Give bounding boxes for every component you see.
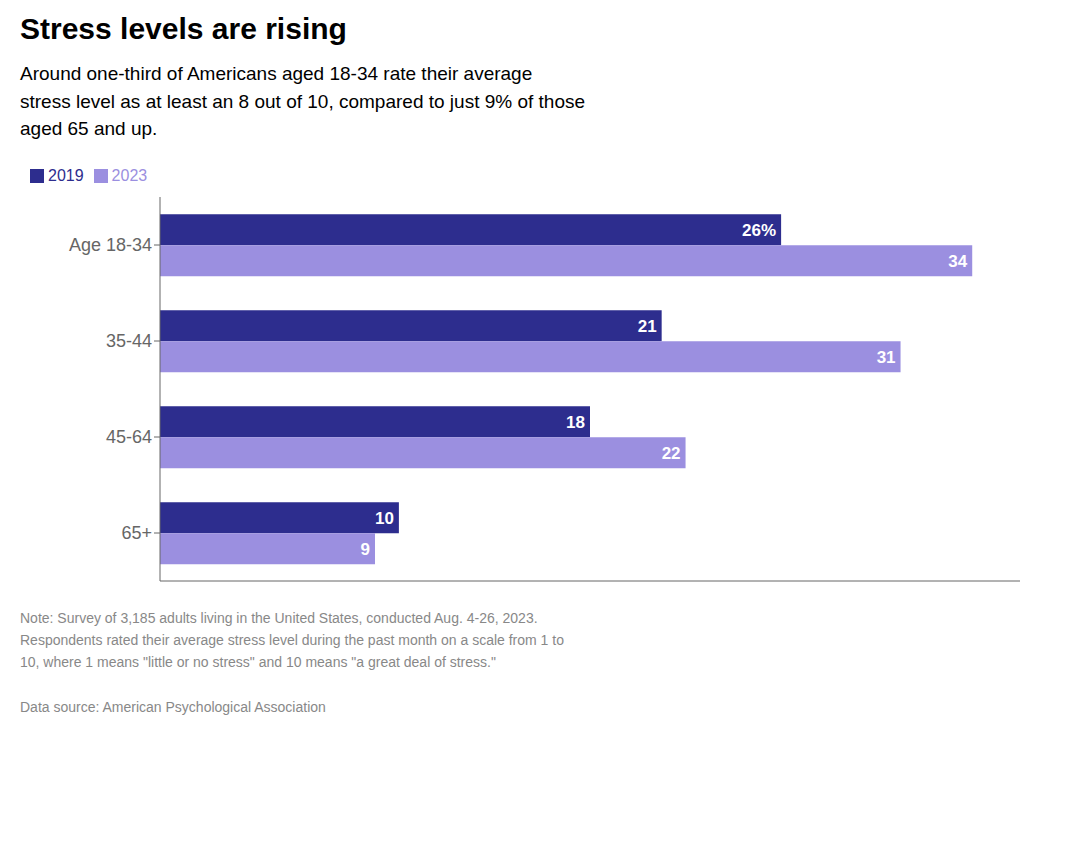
svg-text:34: 34 (948, 251, 967, 270)
html-text:2019: 2019 (48, 166, 84, 184)
html-text:Note: Survey of 3,185 adults l: Note: Survey of 3,185 adults living in t… (20, 609, 564, 716)
svg-text:21: 21 (638, 316, 657, 335)
svg-text:35-44: 35-44 (106, 331, 152, 351)
svg-text:22: 22 (662, 443, 681, 462)
html-text:Around one-third of Americans: Around one-third of Americans aged 18-34… (20, 63, 585, 140)
svg-text:Age 18-34: Age 18-34 (69, 235, 152, 255)
svg-text:45-64: 45-64 (106, 427, 152, 447)
html-text:Stress levels are rising: Stress levels are rising (20, 12, 347, 45)
svg-text:26%: 26% (742, 220, 776, 239)
html-text:2023: 2023 (111, 166, 148, 184)
svg-text:31: 31 (877, 347, 896, 366)
svg-text:18: 18 (566, 412, 585, 431)
svg-text:65+: 65+ (121, 523, 152, 543)
svg-text:10: 10 (375, 508, 394, 527)
svg-text:9: 9 (361, 539, 370, 558)
